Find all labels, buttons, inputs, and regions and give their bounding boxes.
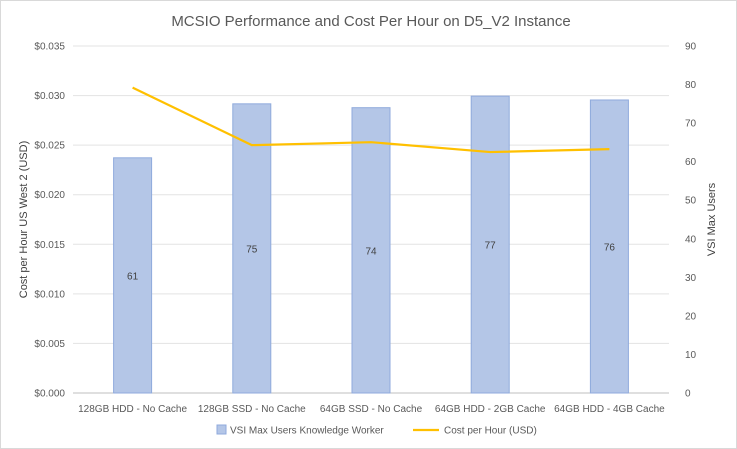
y2-tick-label: 0: [685, 389, 691, 400]
bar-vsi-max-users: [351, 107, 391, 394]
x-tick-label: 128GB HDD - No Cache: [78, 404, 187, 415]
y-tick-label: $0.030: [34, 91, 65, 102]
legend-swatch-bar: [216, 424, 227, 435]
x-tick-label: 128GB SSD - No Cache: [198, 404, 306, 415]
x-tick-label: 64GB SSD - No Cache: [320, 404, 423, 415]
y-tick-label: $0.015: [34, 240, 65, 251]
y-tick-label: $0.005: [34, 339, 65, 350]
y2-tick-label: 40: [685, 234, 697, 245]
y2-axis-title: VSI Max Users: [706, 182, 718, 256]
y2-tick-label: 70: [685, 119, 697, 130]
y-axis-title: Cost per Hour US West 2 (USD): [18, 141, 30, 299]
y2-tick-label: 90: [685, 42, 697, 53]
x-tick-label: 64GB HDD - 4GB Cache: [554, 404, 665, 415]
bar-data-label: 76: [604, 242, 616, 253]
y-tick-label: $0.000: [34, 389, 65, 400]
y-tick-label: $0.025: [34, 141, 65, 152]
bar-data-label: 61: [127, 271, 139, 282]
bar-data-label: 75: [246, 244, 258, 255]
y-tick-label: $0.010: [34, 289, 65, 300]
bar-vsi-max-users: [470, 95, 510, 394]
legend-label-bar: VSI Max Users Knowledge Worker: [230, 426, 384, 437]
bar-data-label: 74: [365, 246, 377, 257]
y2-tick-label: 10: [685, 350, 697, 361]
y2-tick-label: 80: [685, 80, 697, 91]
y-tick-label: $0.020: [34, 190, 65, 201]
bar-data-label: 77: [485, 241, 497, 252]
y2-tick-label: 20: [685, 311, 697, 322]
bar-vsi-max-users: [113, 157, 153, 394]
y-tick-label: $0.035: [34, 42, 65, 53]
x-tick-label: 64GB HDD - 2GB Cache: [435, 404, 546, 415]
legend-label-line: Cost per Hour (USD): [444, 426, 537, 437]
y2-tick-label: 50: [685, 196, 697, 207]
chart-title: MCSIO Performance and Cost Per Hour on D…: [171, 13, 570, 30]
bar-vsi-max-users: [232, 103, 272, 394]
y2-tick-label: 30: [685, 273, 697, 284]
y2-tick-label: 60: [685, 157, 697, 168]
